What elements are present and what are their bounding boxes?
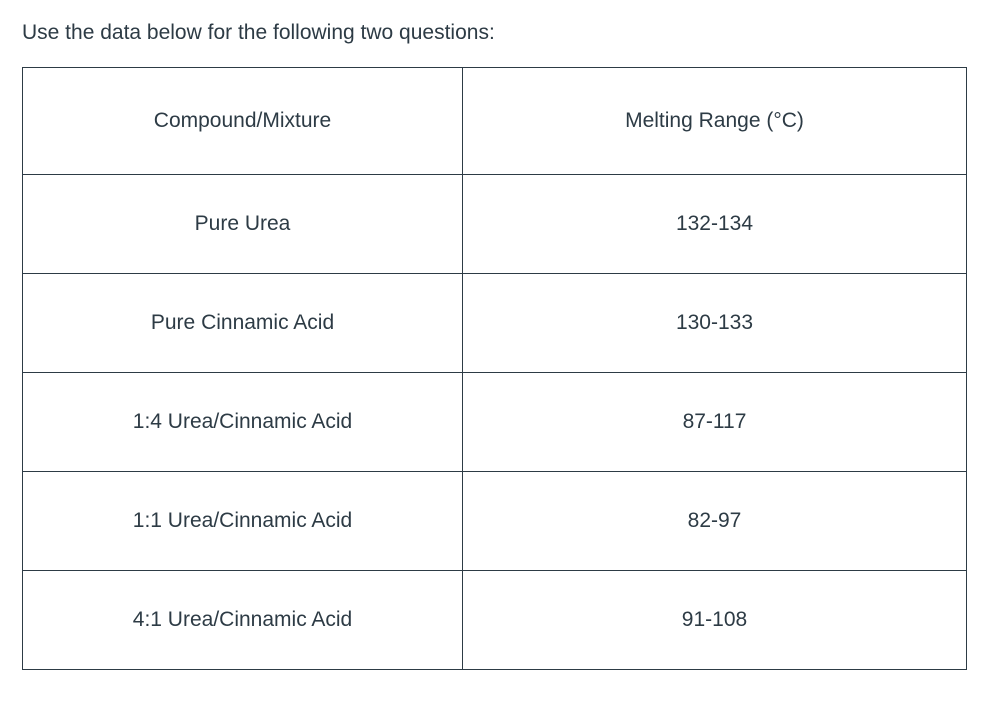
table-header-row: Compound/Mixture Melting Range (°C) (23, 68, 967, 175)
table-row: 4:1 Urea/Cinnamic Acid 91-108 (23, 571, 967, 670)
col-header-compound: Compound/Mixture (23, 68, 463, 175)
cell-range: 91-108 (463, 571, 967, 670)
table-row: 1:4 Urea/Cinnamic Acid 87-117 (23, 373, 967, 472)
table-row: Pure Urea 132-134 (23, 175, 967, 274)
cell-compound: Pure Urea (23, 175, 463, 274)
page: Use the data below for the following two… (0, 0, 992, 692)
melting-range-table: Compound/Mixture Melting Range (°C) Pure… (22, 67, 967, 670)
intro-text: Use the data below for the following two… (22, 18, 970, 47)
col-header-range: Melting Range (°C) (463, 68, 967, 175)
cell-range: 87-117 (463, 373, 967, 472)
cell-compound: 1:4 Urea/Cinnamic Acid (23, 373, 463, 472)
cell-range: 130-133 (463, 274, 967, 373)
cell-compound: 1:1 Urea/Cinnamic Acid (23, 472, 463, 571)
cell-range: 82-97 (463, 472, 967, 571)
table-row: 1:1 Urea/Cinnamic Acid 82-97 (23, 472, 967, 571)
table-row: Pure Cinnamic Acid 130-133 (23, 274, 967, 373)
cell-range: 132-134 (463, 175, 967, 274)
cell-compound: 4:1 Urea/Cinnamic Acid (23, 571, 463, 670)
cell-compound: Pure Cinnamic Acid (23, 274, 463, 373)
